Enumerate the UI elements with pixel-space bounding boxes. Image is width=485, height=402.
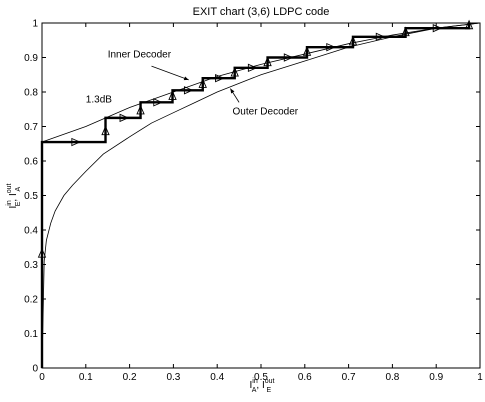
arrow-marker-right	[326, 42, 336, 52]
axis-label-text: Iin A, Iout E	[250, 378, 275, 394]
arrow-marker-right	[215, 74, 225, 83]
y-tick-label: 0.1	[24, 329, 38, 340]
snr-label-label: 1.3dB	[86, 94, 112, 105]
x-tick-label: 0.9	[429, 372, 443, 383]
x-tick-label: 0.5	[254, 372, 268, 383]
arrow-marker-up	[348, 35, 358, 46]
decoder-curve-0	[41, 22, 481, 369]
outer-decoder-label: Outer Decoder	[233, 106, 299, 117]
axis-label-text: Iin E, Iout A	[6, 183, 22, 208]
y-tick-label: 0.7	[24, 122, 38, 133]
arrow-marker-right	[283, 53, 294, 62]
x-tick-label: 1	[477, 372, 483, 383]
outer-decoder-pointer-head	[230, 88, 235, 94]
x-tick-label: 0.1	[79, 372, 93, 383]
arrow-marker-right	[153, 98, 163, 107]
y-tick-label: 0.8	[24, 88, 38, 99]
chart-title: EXIT chart (3,6) LDPC code	[193, 6, 330, 18]
x-tick-label: 0.8	[385, 372, 399, 383]
y-tick-label: 0.9	[24, 53, 38, 64]
arrow-marker-right	[71, 137, 81, 147]
x-tick-label: 0.6	[298, 372, 312, 383]
y-tick-label: 0.3	[24, 260, 38, 271]
arrow-marker-up	[302, 46, 312, 56]
arrow-marker-up	[37, 248, 47, 258]
y-tick-label: 0.6	[24, 157, 38, 168]
y-tick-label: 0.2	[24, 295, 38, 306]
trajectory-line	[40, 23, 471, 368]
y-tick-label: 0.4	[24, 226, 38, 237]
y-tick-label: 1	[32, 19, 38, 30]
x-tick-label: 0.3	[166, 372, 180, 383]
y-axis: 0 0.1 0.2 0.3 0.4 0.5 0.6 0.7 0.8 0.9 1	[24, 19, 480, 375]
inner-decoder-pointer-head	[183, 76, 189, 81]
arrow-marker-right	[183, 86, 194, 95]
y-axis-label: Iin E, Iout A	[6, 183, 22, 208]
x-tick-label: 0.4	[210, 372, 224, 383]
inner-decoder-pointer	[151, 65, 189, 81]
x-axis: 0 0.1 0.2 0.3 0.4 0.5 0.6 0.7 0.8 0.9 1	[39, 23, 483, 383]
decoder-curve-1	[41, 22, 481, 143]
arrow-marker-up	[464, 19, 474, 30]
arrow-markers	[37, 19, 474, 258]
annotations: Inner Decoder Outer Decoder 1.3dB	[86, 50, 299, 118]
x-tick-label: 0.7	[342, 372, 356, 383]
x-axis-label: Iin A, Iout E	[250, 378, 275, 394]
arrow-marker-up	[168, 90, 177, 100]
y-tick-label: 0.5	[24, 191, 38, 202]
arrow-marker-right	[375, 32, 386, 41]
arrow-marker-up	[101, 125, 110, 136]
arrow-marker-right	[247, 63, 258, 73]
x-tick-label: 0.2	[123, 372, 137, 383]
arrow-marker-up	[198, 78, 207, 88]
x-tick-label: 0	[39, 372, 45, 383]
arrow-marker-up	[263, 56, 272, 67]
y-tick-label: 0	[32, 364, 38, 375]
arrow-marker-right	[432, 23, 443, 33]
arrow-marker-right	[119, 113, 130, 123]
arrow-marker-up	[401, 26, 410, 37]
arrow-marker-up	[230, 66, 239, 77]
series-layer	[40, 22, 481, 369]
arrow-marker-up	[136, 104, 145, 115]
inner-decoder-label: Inner Decoder	[108, 50, 172, 61]
